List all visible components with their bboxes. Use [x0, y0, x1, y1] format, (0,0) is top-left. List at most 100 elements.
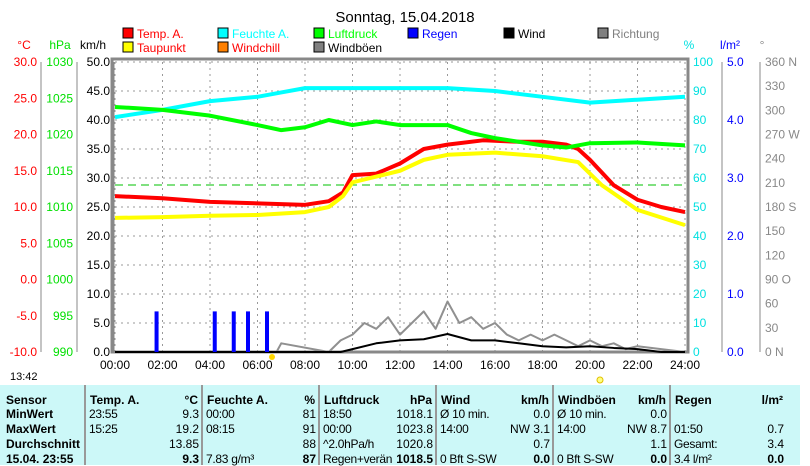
- legend-label: Feuchte A.: [232, 27, 289, 41]
- axis-tick-direction: 270 W: [765, 128, 800, 142]
- axis-tick-humidity: 20: [693, 287, 707, 301]
- series-line-windb-en: [115, 300, 686, 353]
- axis-unit-temp: °C: [17, 38, 31, 52]
- cell-value: 0.0: [767, 452, 784, 466]
- axis-tick-humidity: 90: [693, 84, 707, 98]
- column-title: Wind: [441, 393, 471, 407]
- cell-time: 00:00: [323, 422, 352, 436]
- cell-value: NW 3.1: [509, 422, 550, 436]
- x-tick-label: 12:00: [385, 358, 415, 372]
- x-tick-label: 18:00: [527, 358, 557, 372]
- legend-swatch: [217, 41, 229, 53]
- legend-swatch: [597, 27, 609, 39]
- cell-value: 81: [302, 407, 316, 421]
- x-tick-label: 06:00: [242, 358, 272, 372]
- column-unit: °C: [184, 393, 198, 407]
- column-divider: [435, 385, 437, 465]
- series-line-luftdruck: [114, 104, 686, 150]
- cell-value: 9.3: [182, 452, 199, 466]
- chart-title: Sonntag, 15.04.2018: [335, 9, 474, 26]
- axis-unit-wind: km/h: [80, 38, 106, 52]
- cell-time: 14:00: [557, 422, 586, 436]
- cell-value: 87: [302, 452, 316, 466]
- axis-tick-wind: 50.0: [87, 55, 111, 69]
- axis-tick-direction: 180 S: [765, 200, 796, 214]
- legend-label: Wind: [518, 27, 545, 41]
- axis-tick-temp: 15.0: [14, 164, 38, 178]
- axis-tick-temp: 10.0: [14, 200, 38, 214]
- column-title: Windböen: [558, 393, 616, 407]
- axis-tick-rain: 1.0: [727, 287, 744, 301]
- axis-tick-rain: 2.0: [727, 229, 744, 243]
- legend-swatch: [503, 27, 515, 39]
- cell-time: 0 Bft S-SW: [557, 452, 614, 466]
- axis-unit-direction: °: [760, 38, 765, 52]
- axis-tick-wind: 10.0: [87, 287, 111, 301]
- statistics-table: Sensor MinWert MaxWert Durchschnitt 15.04. 2…: [0, 385, 800, 466]
- cell-time: Regen+verän: [323, 452, 393, 466]
- cell-time: ^2.0hPa/h: [323, 437, 374, 451]
- cell-value: 91: [302, 422, 316, 436]
- axis-tick-direction: 300: [765, 103, 785, 117]
- cell-time: 7.83 g/m³: [206, 452, 254, 466]
- cell-value: 0.0: [533, 407, 550, 421]
- legend-swatch: [313, 27, 325, 39]
- row-label: Sensor: [6, 393, 47, 407]
- axis-tick-pressure: 990: [53, 345, 73, 359]
- sunrise-icon: [269, 354, 275, 360]
- cell-value: NW 8.7: [626, 422, 667, 436]
- cell-value: 1020.8: [396, 437, 433, 451]
- x-tick-label: 00:00: [100, 358, 130, 372]
- axis-tick-temp: 20.0: [14, 128, 38, 142]
- row-label: MinWert: [6, 407, 54, 421]
- column-divider: [84, 385, 86, 465]
- axis-tick-direction: 60: [765, 297, 779, 311]
- axis-tick-humidity: 60: [693, 171, 707, 185]
- axis-tick-wind: 30.0: [87, 171, 111, 185]
- column-divider: [318, 385, 320, 465]
- legend-swatch: [122, 41, 134, 53]
- weather-chart: Sonntag, 15.04.2018 Temp. A.Taupunkt Feuch…: [10, 9, 800, 384]
- cell-time: 14:00: [440, 422, 469, 436]
- axis-tick-pressure: 1015: [46, 164, 73, 178]
- cell-value: 1.1: [650, 437, 667, 451]
- column-divider: [669, 385, 671, 465]
- axis-tick-humidity: 0: [693, 345, 700, 359]
- legend-swatch: [217, 27, 229, 39]
- column-unit: km/h: [637, 393, 666, 407]
- series-line-wind: [115, 333, 685, 353]
- legend-swatch: [122, 27, 134, 39]
- axis-tick-direction: 30: [765, 321, 779, 335]
- series-line-temp-a-: [114, 138, 686, 215]
- cell-time: 15:25: [89, 422, 118, 436]
- legend-swatch: [313, 41, 325, 53]
- cell-value: 0.0: [650, 407, 667, 421]
- x-tick-label: 08:00: [290, 358, 320, 372]
- axis-tick-wind: 25.0: [87, 200, 111, 214]
- axis-tick-temp: 0.0: [20, 273, 37, 287]
- cell-value: 0.0: [650, 452, 667, 466]
- cell-time: 3.4 l/m²: [674, 452, 712, 466]
- x-tick-label: 14:00: [432, 358, 462, 372]
- rain-bar: [246, 311, 250, 352]
- axis-tick-wind: 5.0: [93, 316, 110, 330]
- cell-time: 08:15: [206, 422, 235, 436]
- axis-tick-direction: 120: [765, 248, 785, 262]
- axis-tick-wind: 45.0: [87, 84, 111, 98]
- cell-time: Gesamt:: [674, 437, 718, 451]
- axis-tick-temp: -10.0: [10, 345, 38, 359]
- sunset-icon: [596, 376, 604, 384]
- status-time: 13:42: [10, 371, 38, 383]
- cell-value: 0.7: [767, 422, 784, 436]
- axis-tick-direction: 210: [765, 176, 785, 190]
- cell-time: Ø 10 min.: [557, 407, 607, 421]
- cell-time: 18:50: [323, 407, 352, 421]
- axis-tick-pressure: 1010: [46, 200, 73, 214]
- axis-tick-direction: 150: [765, 224, 785, 238]
- rain-bar: [265, 311, 269, 352]
- row-label: MaxWert: [6, 422, 56, 436]
- column-title: Regen: [675, 393, 712, 407]
- axis-tick-temp: -5.0: [16, 309, 37, 323]
- axis-tick-temp: 30.0: [14, 55, 38, 69]
- axis-tick-temp: 25.0: [14, 91, 38, 105]
